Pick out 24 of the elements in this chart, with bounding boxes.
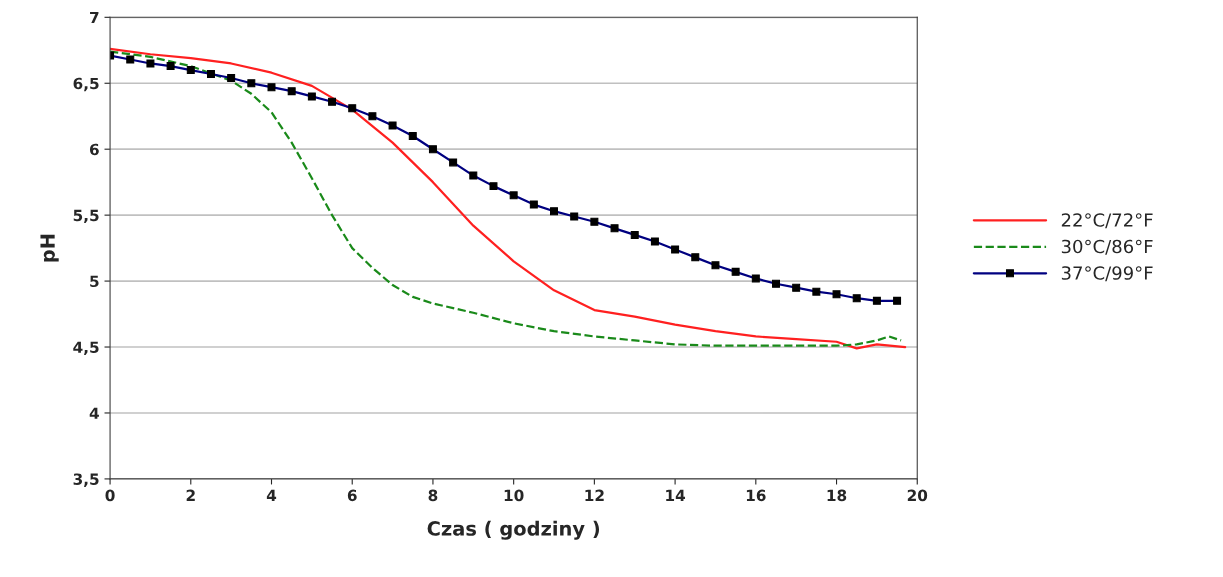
x-tick-label: 20 xyxy=(907,489,928,502)
x-axis-title: Czas ( godziny ) xyxy=(427,520,600,540)
x-tick-label: 14 xyxy=(666,489,686,501)
x-tick-label: 8 xyxy=(428,489,438,502)
x-tick-label: 6 xyxy=(347,489,357,502)
x-tick-label: 12 xyxy=(585,489,604,501)
y-tick-label: 4 xyxy=(89,407,99,419)
legend-label: 22°C/72°F xyxy=(1061,213,1153,229)
y-tick-label: 5 xyxy=(90,275,99,288)
x-tick-label: 18 xyxy=(827,489,847,502)
y-axis-title: pH xyxy=(40,234,59,262)
y-tick-label: 4,5 xyxy=(73,341,99,355)
y-tick-label: 7 xyxy=(90,11,99,24)
x-tick-label: 10 xyxy=(504,489,524,502)
legend-label: 37°C/99°F xyxy=(1061,266,1153,282)
x-tick-label: 2 xyxy=(186,489,195,501)
y-tick-label: 3,5 xyxy=(73,473,99,487)
legend-label: 30°C/86°F xyxy=(1061,239,1153,255)
x-tick-label: 0 xyxy=(105,489,115,502)
y-tick-label: 6 xyxy=(89,143,99,156)
y-tick-label: 6,5 xyxy=(73,77,99,92)
x-tick-label: 4 xyxy=(266,489,277,501)
x-tick-label: 16 xyxy=(746,489,766,502)
y-tick-label: 5,5 xyxy=(73,209,99,224)
